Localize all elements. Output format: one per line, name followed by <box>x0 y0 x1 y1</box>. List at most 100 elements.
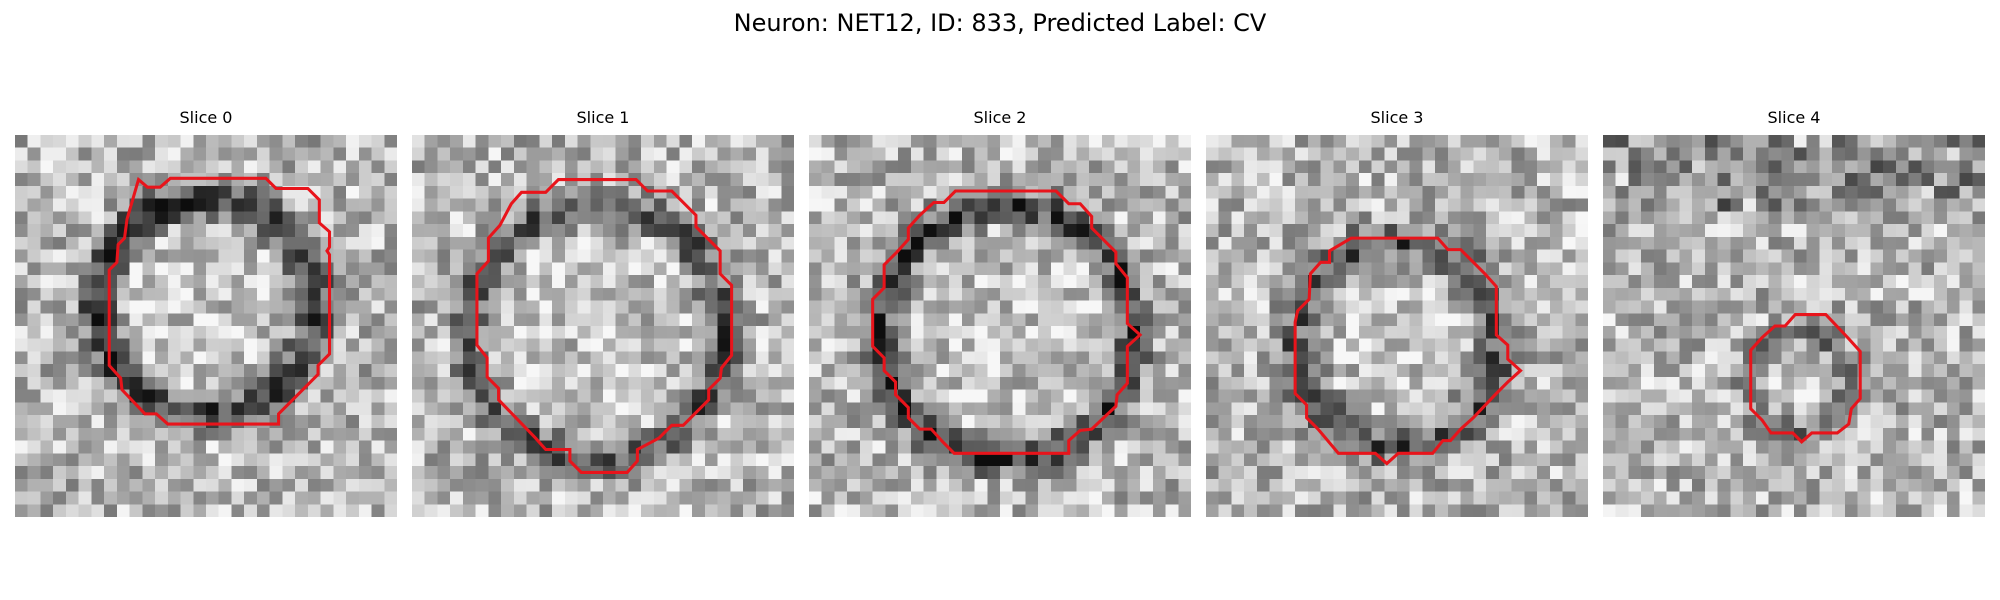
pixel <box>1063 185 1077 199</box>
pixel <box>885 504 899 517</box>
pixel <box>1447 440 1461 454</box>
pixel <box>1165 478 1179 492</box>
pixel <box>564 326 578 339</box>
pixel <box>1050 415 1064 429</box>
pixel <box>384 427 397 441</box>
pixel <box>91 364 105 378</box>
pixel <box>1256 389 1270 403</box>
pixel <box>743 478 757 492</box>
pixel <box>437 338 451 352</box>
pixel <box>615 453 629 467</box>
pixel <box>987 198 1001 212</box>
pixel <box>743 287 757 301</box>
pixel <box>755 389 769 403</box>
pixel <box>1959 135 1973 148</box>
pixel <box>1422 173 1436 187</box>
pixel <box>1140 275 1154 289</box>
pixel <box>1641 440 1655 454</box>
pixel <box>15 173 28 187</box>
pixel <box>244 504 258 517</box>
pixel <box>256 249 270 263</box>
pixel <box>1511 415 1525 429</box>
pixel <box>91 249 105 263</box>
pixel <box>40 478 54 492</box>
pixel <box>1511 376 1525 390</box>
pixel <box>155 504 169 517</box>
pixel <box>180 415 194 429</box>
pixel <box>256 376 270 390</box>
pixel <box>834 427 848 441</box>
pixel <box>1679 491 1693 505</box>
pixel <box>1615 135 1629 148</box>
pixel <box>1653 415 1667 429</box>
pixel <box>1435 453 1449 467</box>
pixel <box>65 211 79 225</box>
pixel <box>1244 173 1258 187</box>
pixel <box>501 313 515 327</box>
pixel <box>692 466 706 480</box>
pixel <box>167 491 181 505</box>
pixel <box>1717 326 1731 339</box>
pixel <box>743 427 757 441</box>
pixel <box>526 415 540 429</box>
pixel <box>206 364 219 378</box>
pixel <box>1794 364 1807 378</box>
pixel <box>1127 466 1141 480</box>
pixel <box>167 504 181 517</box>
pixel <box>384 338 397 352</box>
pixel <box>295 300 309 314</box>
pixel <box>936 389 950 403</box>
pixel <box>628 300 642 314</box>
pixel <box>1178 211 1191 225</box>
pixel <box>78 313 92 327</box>
pixel <box>295 211 309 225</box>
pixel <box>1562 478 1576 492</box>
pixel <box>1537 453 1551 467</box>
pixel <box>1269 440 1283 454</box>
pixel <box>936 478 950 492</box>
pixel <box>1320 338 1334 352</box>
pixel <box>450 173 464 187</box>
pixel <box>1934 313 1948 327</box>
pixel <box>1076 338 1090 352</box>
pixel <box>295 160 309 174</box>
pixel <box>704 135 718 148</box>
pixel <box>193 402 207 416</box>
pixel <box>475 415 489 429</box>
pixel <box>1730 249 1744 263</box>
pixel <box>1562 427 1576 441</box>
pixel <box>1358 211 1372 225</box>
pixel <box>1806 173 1820 187</box>
pixel <box>1908 275 1922 289</box>
pixel <box>1447 313 1461 327</box>
pixel <box>53 275 67 289</box>
pixel <box>730 326 744 339</box>
pixel <box>1295 313 1309 327</box>
pixel <box>307 185 321 199</box>
pixel <box>821 415 835 429</box>
pixel <box>333 504 347 517</box>
pixel <box>1832 173 1846 187</box>
pixel <box>1178 491 1191 505</box>
pixel <box>743 211 757 225</box>
pixel <box>987 275 1001 289</box>
pixel <box>53 478 67 492</box>
pixel <box>961 236 975 250</box>
pixel <box>666 364 680 378</box>
pixel <box>1486 466 1500 480</box>
pixel <box>704 287 718 301</box>
pixel <box>1857 326 1871 339</box>
pixel <box>1666 211 1680 225</box>
pixel <box>781 453 794 467</box>
pixel <box>910 504 924 517</box>
pixel <box>1435 415 1449 429</box>
pixel <box>1307 338 1321 352</box>
pixel <box>1000 275 1013 289</box>
pixel <box>552 478 566 492</box>
pixel <box>78 300 92 314</box>
pixel <box>1755 160 1769 174</box>
pixel <box>1178 262 1191 276</box>
pixel <box>717 300 731 314</box>
pixel <box>961 287 975 301</box>
pixel <box>1384 338 1398 352</box>
